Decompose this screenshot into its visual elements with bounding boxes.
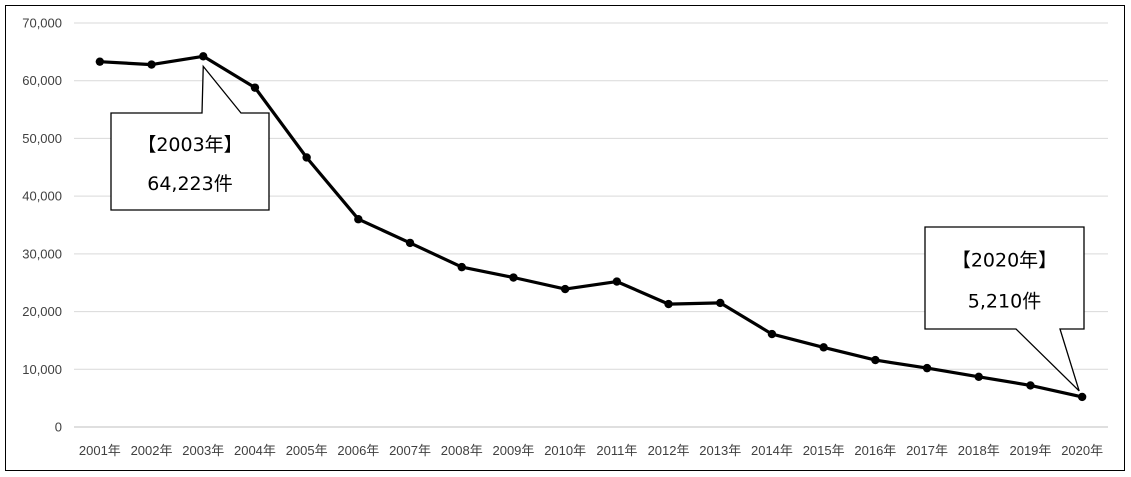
x-tick-label: 2014年 — [751, 443, 793, 458]
callout-count-label: 5,210件 — [968, 290, 1041, 312]
x-tick-label: 2019年 — [1009, 443, 1051, 458]
callout-count-label: 64,223件 — [147, 173, 232, 195]
data-point — [509, 273, 518, 282]
y-tick-label: 40,000 — [22, 189, 62, 204]
callout-year-label: 【2003年】 — [137, 134, 242, 156]
callout-box — [924, 226, 1085, 392]
data-point — [354, 215, 363, 224]
data-point — [302, 153, 311, 162]
x-tick-label: 2002年 — [131, 443, 173, 458]
y-tick-label: 30,000 — [22, 246, 62, 261]
x-tick-label: 2008年 — [441, 443, 483, 458]
y-tick-label: 20,000 — [22, 304, 62, 319]
y-tick-label: 60,000 — [22, 73, 62, 88]
gridlines — [74, 22, 1108, 428]
x-tick-label: 2012年 — [648, 443, 690, 458]
y-tick-label: 10,000 — [22, 362, 62, 377]
data-point — [612, 277, 622, 286]
x-tick-label: 2017年 — [906, 443, 948, 458]
x-tick-label: 2005年 — [286, 443, 328, 458]
x-axis-ticks: 2001年 2002年 2003年 2004年 2005年 2006年 2007年 2008年… — [79, 443, 1103, 458]
series-line — [99, 54, 1083, 399]
data-point — [664, 299, 673, 309]
x-tick-label: 2006年 — [337, 443, 379, 458]
y-tick-label: 0 — [55, 420, 62, 435]
x-tick-label: 2004年 — [234, 443, 276, 458]
data-point — [1026, 381, 1035, 390]
x-tick-label: 2015年 — [803, 443, 845, 458]
callouts: 【2003年】 64,223件【2020年】 5,210件 — [110, 64, 1085, 392]
y-tick-label: 50,000 — [22, 131, 62, 146]
data-point — [95, 57, 105, 66]
data-point — [199, 52, 208, 61]
data-point — [922, 363, 932, 373]
y-tick-label: 70,000 — [22, 16, 62, 31]
x-tick-label: 2011年 — [596, 443, 637, 458]
x-tick-label: 2013年 — [699, 443, 741, 458]
data-point — [1077, 392, 1087, 402]
x-tick-label: 2016年 — [854, 443, 896, 458]
data-point — [560, 284, 570, 294]
data-point — [974, 372, 983, 381]
x-tick-label: 2001年 — [79, 443, 121, 458]
y-axis-ticks: 0 10,000 20,000 30,000 40,000 50,000 60,000 70,… — [22, 16, 62, 435]
series-line-group — [95, 52, 1087, 402]
data-point — [716, 298, 725, 308]
x-tick-label: 2007年 — [389, 443, 431, 458]
x-tick-label: 2018年 — [958, 443, 1000, 458]
data-point — [405, 238, 415, 248]
x-tick-label: 2003年 — [182, 443, 224, 458]
data-point — [250, 83, 260, 92]
data-point — [767, 329, 777, 339]
data-point — [871, 355, 880, 365]
data-point — [457, 262, 466, 272]
x-tick-label: 2009年 — [492, 443, 534, 458]
callout-box — [110, 64, 270, 211]
x-tick-label: 2010年 — [544, 443, 586, 458]
x-tick-label: 2020年 — [1061, 443, 1103, 458]
data-point — [147, 60, 156, 69]
data-point — [819, 343, 828, 352]
callout-year-label: 【2020年】 — [952, 250, 1057, 272]
